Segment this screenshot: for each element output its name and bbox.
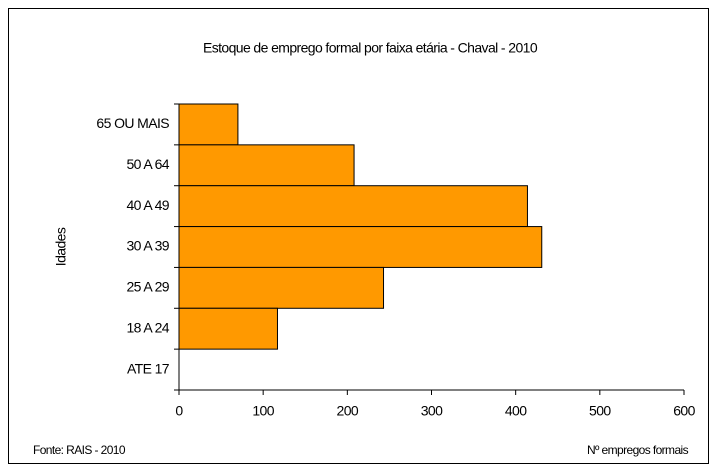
x-tick-label: 100 [252,403,274,419]
bar [178,266,385,309]
y-tick-label: 18 A 24 [126,319,169,335]
bar [178,307,278,350]
bar [178,185,528,228]
y-tick-label: 40 A 49 [126,197,169,213]
x-tick-label: 300 [421,403,443,419]
y-tick-label: 65 OU MAIS [96,115,169,131]
bar [178,144,355,187]
x-tick-label: 600 [673,403,695,419]
x-tick-label: 400 [505,403,527,419]
y-tick-label: 25 A 29 [126,279,169,295]
y-tick-label: 30 A 39 [126,238,169,254]
x-axis-label: Nº empregos formais [587,443,689,457]
chart-title: Estoque de emprego formal por faixa etár… [203,40,538,56]
y-tick-label: ATE 17 [127,360,170,376]
y-tick-label: 50 A 64 [126,156,169,172]
bar [178,103,239,146]
x-tick-label: 0 [175,403,183,419]
x-tick-label: 200 [337,403,359,419]
x-tick-label: 500 [589,403,611,419]
bar [178,226,543,268]
source-note: Fonte: RAIS - 2010 [33,443,126,457]
y-axis-label: Idades [53,227,69,266]
